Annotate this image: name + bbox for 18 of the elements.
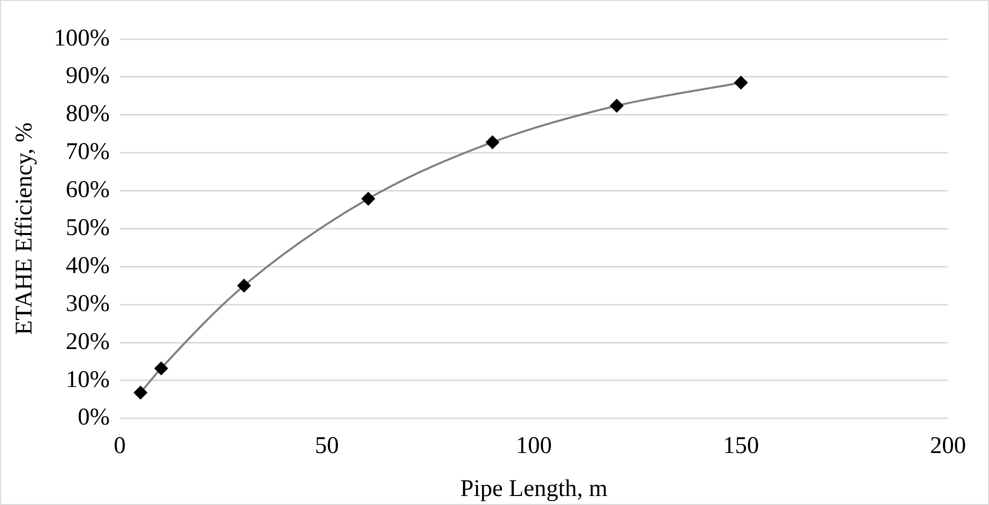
x-tick-label: 100: [516, 433, 552, 460]
y-tick-label: 20%: [66, 328, 110, 355]
y-tick-label: 30%: [66, 290, 110, 317]
y-tick-label: 80%: [66, 101, 110, 128]
x-tick-label: 150: [722, 433, 759, 460]
y-tick-label: 50%: [66, 214, 110, 241]
y-tick-label: 40%: [66, 252, 110, 279]
y-tick-label: 60%: [66, 177, 110, 204]
x-tick-label: 0: [114, 433, 126, 460]
y-tick-label: 0%: [78, 404, 110, 431]
y-tick-label: 90%: [66, 63, 110, 90]
y-tick-label: 10%: [66, 366, 110, 393]
x-tick-label: 200: [930, 433, 966, 460]
x-axis-title: Pipe Length, m: [460, 476, 608, 502]
y-tick-label: 100%: [54, 25, 110, 52]
y-axis-title: ETAHE Efficiency, %: [12, 122, 38, 336]
x-tick-label: 50: [314, 433, 339, 460]
y-tick-label: 70%: [66, 139, 110, 166]
